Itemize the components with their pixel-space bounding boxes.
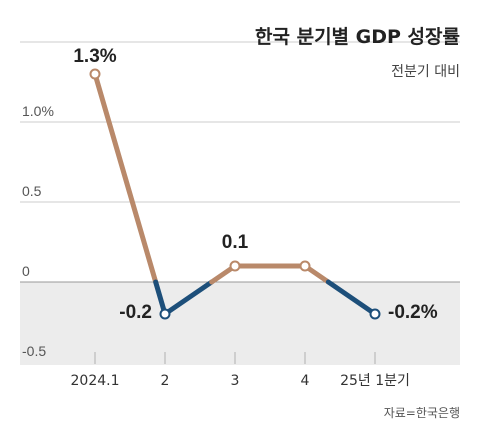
line-segment — [153, 279, 168, 317]
data-point — [369, 308, 381, 320]
x-tick-label: 2024.1 — [71, 373, 120, 389]
y-tick-label: 1.0% — [22, 103, 54, 119]
series-line — [92, 71, 378, 317]
negative-region — [20, 282, 460, 365]
gridlines — [20, 41, 460, 283]
line-segment — [162, 279, 215, 317]
x-axis-labels: 2024.1 2 3 4 25년 1분기 — [71, 373, 410, 389]
data-point — [89, 68, 101, 80]
x-tick-label: 25년 1분기 — [340, 373, 410, 389]
y-axis-labels: 1.0% 0.5 0 -0.5 — [22, 103, 54, 359]
chart-title: 한국 분기별 GDP 성장률 — [255, 26, 460, 48]
y-tick-label: -0.5 — [22, 343, 46, 359]
x-tick-label: 4 — [301, 373, 310, 389]
x-tick-marks — [94, 352, 376, 364]
x-tick-label: 3 — [231, 373, 240, 389]
y-tick-label: 0.5 — [22, 183, 42, 199]
data-label: 1.3% — [73, 46, 116, 67]
y-tick-label: 0 — [22, 263, 30, 279]
data-label: 0.1 — [222, 232, 249, 253]
data-point — [229, 260, 241, 272]
data-point — [159, 308, 171, 320]
data-point — [299, 260, 311, 272]
line-segment — [92, 71, 159, 285]
x-tick-label: 2 — [161, 373, 170, 389]
source-note: 자료=한국은행 — [384, 405, 460, 420]
data-label: -0.2 — [119, 302, 152, 323]
data-labels: 1.3% -0.2 0.1 -0.2% — [73, 46, 437, 323]
data-points — [89, 68, 381, 320]
data-label: -0.2% — [388, 302, 438, 323]
chart-subtitle: 전분기 대비 — [391, 64, 460, 80]
line-segment — [325, 279, 378, 317]
